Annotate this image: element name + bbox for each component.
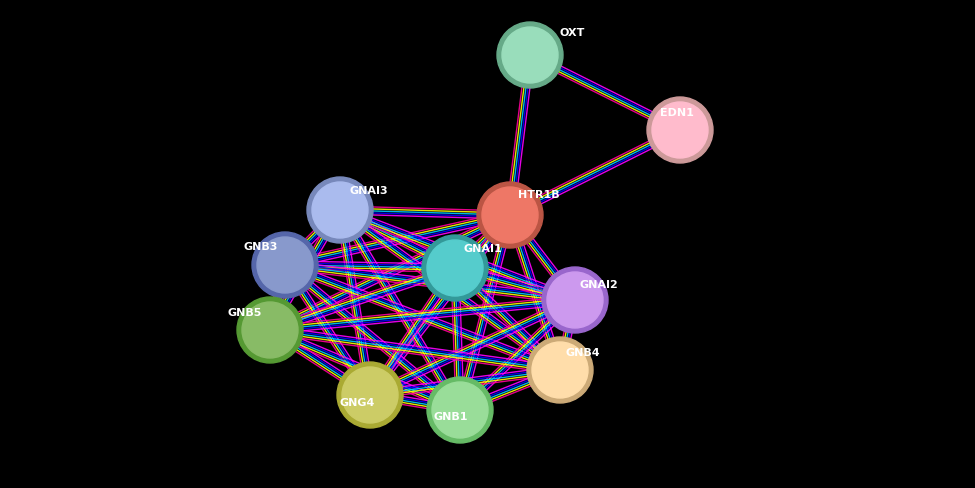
Circle shape bbox=[482, 187, 538, 243]
Circle shape bbox=[257, 237, 313, 293]
Text: GNAI1: GNAI1 bbox=[463, 244, 502, 254]
Circle shape bbox=[312, 182, 368, 238]
Circle shape bbox=[547, 272, 603, 328]
Circle shape bbox=[242, 302, 298, 358]
Text: GNB4: GNB4 bbox=[565, 348, 600, 358]
Text: GNB1: GNB1 bbox=[433, 412, 467, 422]
Text: GNG4: GNG4 bbox=[340, 398, 375, 408]
Text: GNB3: GNB3 bbox=[243, 242, 277, 252]
Circle shape bbox=[422, 235, 488, 301]
Circle shape bbox=[497, 22, 563, 88]
Text: OXT: OXT bbox=[560, 28, 585, 38]
Circle shape bbox=[237, 297, 303, 363]
Circle shape bbox=[527, 337, 593, 403]
Text: GNAI3: GNAI3 bbox=[350, 186, 389, 196]
Text: EDN1: EDN1 bbox=[660, 108, 694, 118]
Text: GNAI2: GNAI2 bbox=[580, 280, 619, 290]
Text: GNB5: GNB5 bbox=[228, 308, 262, 318]
Circle shape bbox=[252, 232, 318, 298]
Text: HTR1B: HTR1B bbox=[518, 190, 560, 200]
Circle shape bbox=[427, 377, 493, 443]
Circle shape bbox=[652, 102, 708, 158]
Circle shape bbox=[542, 267, 608, 333]
Circle shape bbox=[337, 362, 403, 428]
Circle shape bbox=[647, 97, 713, 163]
Circle shape bbox=[477, 182, 543, 248]
Circle shape bbox=[532, 342, 588, 398]
Circle shape bbox=[342, 367, 398, 423]
Circle shape bbox=[502, 27, 558, 83]
Circle shape bbox=[427, 240, 483, 296]
Circle shape bbox=[432, 382, 488, 438]
Circle shape bbox=[307, 177, 373, 243]
